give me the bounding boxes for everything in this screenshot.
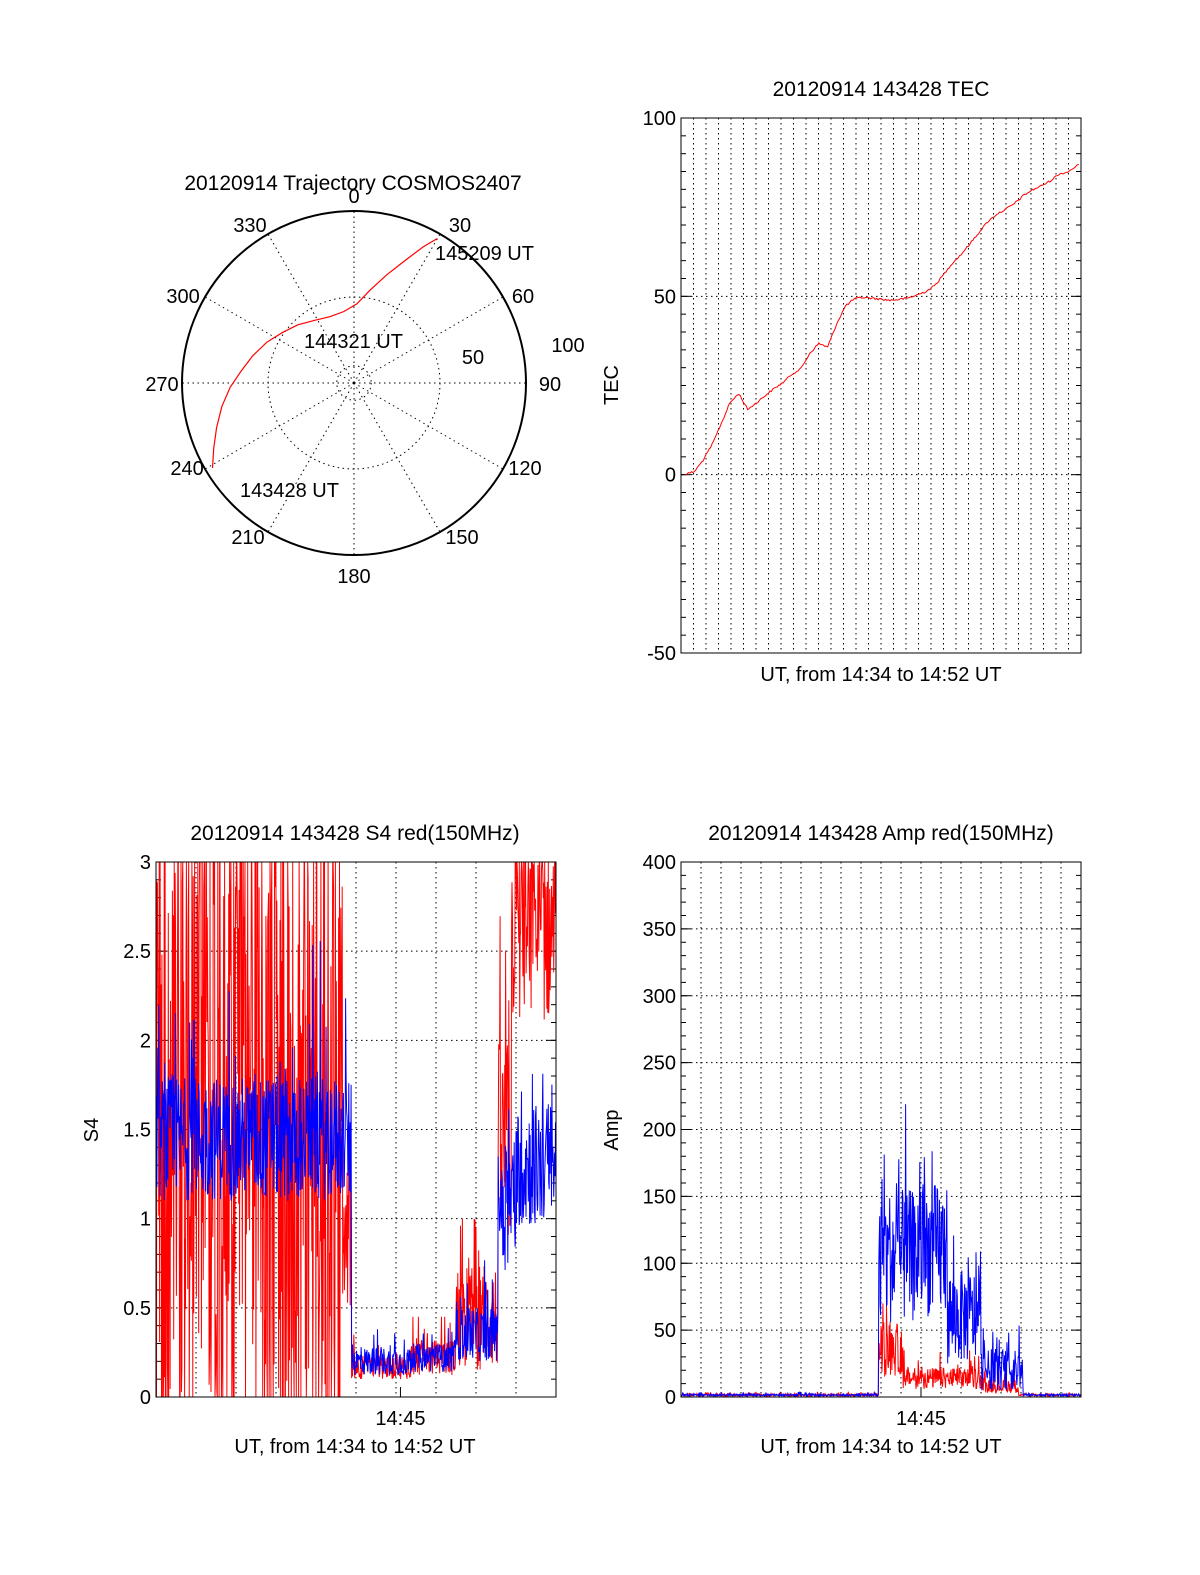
azimuth-label-60: 60 [512,286,534,308]
polar-spoke-300 [204,296,355,384]
tec-ytick-label: 50 [654,286,676,308]
polar-spoke-120 [353,382,504,470]
azimuth-label-240: 240 [170,458,203,480]
amp-ytick-label: 0 [665,1387,676,1409]
azimuth-label-30: 30 [449,215,471,237]
amp-ytick-label: 200 [643,1120,676,1142]
s4-xlabel: UT, from 14:34 to 14:52 UT [234,1436,475,1458]
tec-ytick-label: 0 [665,465,676,487]
s4-xtick-label: 14:45 [375,1408,425,1430]
s4-ylabel: S4 [81,1118,103,1142]
amp-ytick-label: 100 [643,1253,676,1275]
polar-outer-ring [181,210,527,556]
s4-ytick-label: 2.5 [123,941,151,963]
amp-ylabel: Amp [601,1109,623,1150]
amp-ytick-label: 50 [654,1320,676,1342]
azimuth-label-120: 120 [508,458,541,480]
amp-ytick-label: 250 [643,1053,676,1075]
polar-spoke-30 [353,233,441,384]
tec-chart: 20120914 143428 TEC UT, from 14:34 to 14… [601,78,1082,686]
trajectory-title: 20120914 Trajectory COSMOS2407 [184,172,521,195]
azimuth-label-150: 150 [445,527,478,549]
polar-grid-ring-inner [336,365,372,401]
tec-ytick-label: -50 [647,643,676,665]
amp-xtick-label: 14:45 [896,1408,946,1430]
polar-spoke-240 [204,382,355,470]
azimuth-label-300: 300 [166,286,199,308]
trajectory-track [211,237,438,469]
amp-ytick-label: 350 [643,919,676,941]
s4-plot-frame [155,861,557,1398]
s4-ytick-label: 1 [140,1209,151,1231]
amp-ytick-label: 400 [643,852,676,874]
azimuth-label-0: 0 [348,186,359,208]
amp-plot-frame [680,861,1082,1398]
trajectory-annotation-0: 145209 UT [435,243,534,265]
tec-ylabel: TEC [601,365,623,405]
tec-title: 20120914 143428 TEC [773,78,990,101]
trajectory-annotation-1: 144321 UT [304,331,403,353]
s4-title: 20120914 143428 S4 red(150MHz) [190,822,519,845]
amp-title: 20120914 143428 Amp red(150MHz) [708,822,1054,845]
s4-ytick-label: 3 [140,852,151,874]
s4-ytick-label: 1.5 [123,1120,151,1142]
azimuth-label-180: 180 [337,566,370,588]
amp-xlabel: UT, from 14:34 to 14:52 UT [760,1436,1001,1458]
polar-spoke-150 [353,382,441,533]
azimuth-label-210: 210 [231,527,264,549]
trajectory-annotation-2: 143428 UT [240,480,339,502]
amp-series-blue [681,1104,1081,1397]
azimuth-label-330: 330 [233,215,266,237]
tec-series-red [685,163,1079,476]
tec-xlabel: UT, from 14:34 to 14:52 UT [760,664,1001,686]
tec-plot-frame [680,117,1082,654]
s4-ytick-label: 2 [140,1030,151,1052]
polar-spoke-60 [353,296,504,384]
azimuth-label-90: 90 [539,374,561,396]
amp-chart: 20120914 143428 Amp red(150MHz) UT, from… [601,822,1082,1458]
s4-ytick-label: 0.5 [123,1298,151,1320]
amp-ytick-label: 300 [643,986,676,1008]
radial-label-100: 100 [551,335,584,357]
amp-ytick-label: 150 [643,1186,676,1208]
tec-ytick-label: 100 [643,108,676,130]
azimuth-label-270: 270 [145,374,178,396]
polar-spoke-210 [267,382,355,533]
s4-chart: 20120914 143428 S4 red(150MHz) UT, from … [81,822,557,1458]
s4-series-blue [156,941,556,1376]
polar-spoke-330 [267,233,355,384]
radial-label-50: 50 [462,347,484,369]
trajectory-polar-chart: 20120914 Trajectory COSMOS2407 0 30 60 90 12… [145,172,584,588]
s4-ytick-label: 0 [140,1387,151,1409]
